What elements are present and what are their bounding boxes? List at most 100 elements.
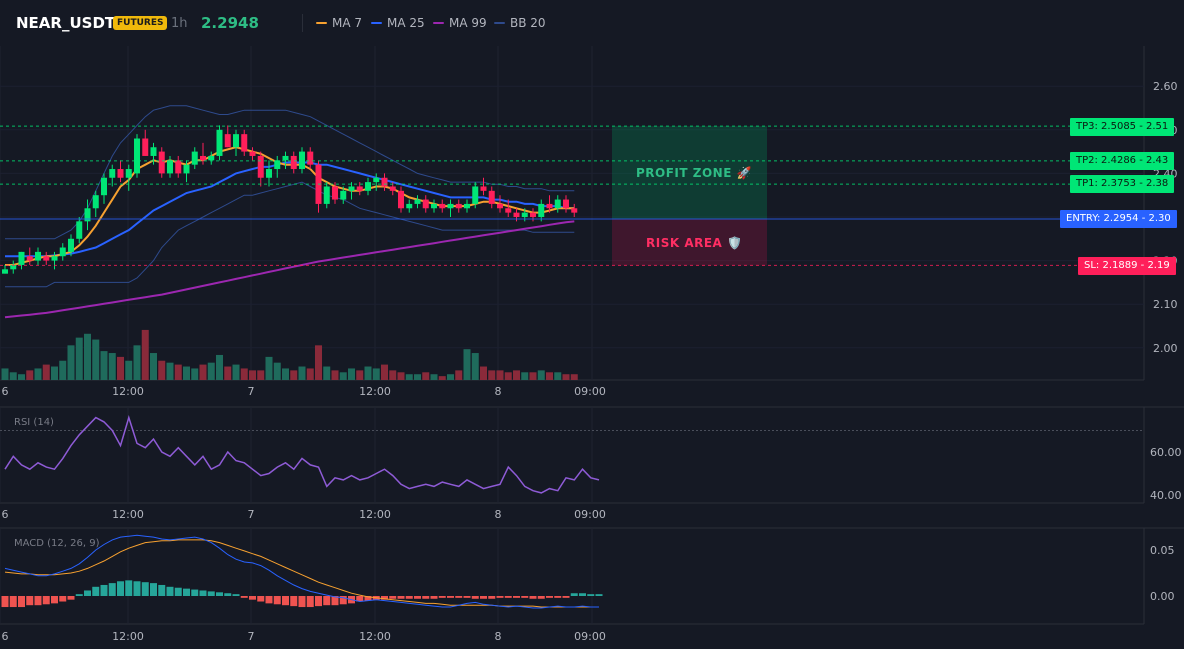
volume-bar-36: [298, 366, 306, 380]
sl-axis: 2.19: [1147, 260, 1170, 271]
rsi-axis-60: 60.00: [1150, 446, 1182, 459]
candle-body-36: [299, 151, 305, 170]
sl-tag[interactable]: SL: 2.1889 - 2.19: [1078, 257, 1176, 275]
candle-body-61: [505, 208, 512, 213]
macd-hist-bar-56: [463, 596, 471, 598]
volume-bar-31: [257, 370, 265, 380]
candle-body-10: [84, 208, 91, 222]
macd-hist-bar-51: [422, 596, 430, 599]
last-price: 2.2948: [201, 14, 259, 32]
tp1-tag[interactable]: TP1: 2.3753 - 2.38: [1070, 175, 1175, 193]
price-tick-5: 2.10: [1153, 298, 1178, 311]
volume-bar-9: [75, 337, 83, 380]
candle-body-17: [142, 138, 149, 156]
candle-body-65: [538, 203, 545, 217]
macd-hist-bar-50: [414, 596, 421, 599]
macd-hist-bar-40: [331, 596, 339, 606]
candle-body-59: [488, 190, 495, 204]
candle-body-18: [150, 147, 157, 156]
candle-body-41: [340, 190, 347, 200]
legend-bb20[interactable]: BB 20: [494, 16, 546, 30]
candle-body-20: [167, 160, 173, 174]
legend-ma25[interactable]: MA 25: [371, 16, 425, 30]
candle-body-46: [381, 177, 388, 187]
candle-body-11: [92, 195, 99, 209]
macd-hist-bar-9: [75, 594, 83, 596]
macd-hist-bar-13: [108, 583, 116, 596]
volume-bar-1: [9, 372, 17, 380]
candle-body-69: [571, 208, 578, 213]
volume-bar-8: [67, 345, 75, 380]
candle-body-37: [307, 151, 314, 165]
sl-text: SL: 2.1889: [1084, 260, 1138, 271]
macd-hist-bar-21: [174, 587, 182, 596]
macd-hist-bar-30: [249, 596, 256, 600]
tp1-text: TP1: 2.3753: [1076, 178, 1137, 189]
macd-hist-bar-70: [579, 593, 586, 596]
macd-hist-bar-1: [9, 596, 17, 608]
rsi-line: [4, 415, 600, 494]
volume-bar-67: [554, 372, 562, 380]
candle-body-21: [175, 160, 182, 174]
macd-hist-bar-35: [290, 596, 298, 607]
candle-body-5: [43, 256, 50, 261]
candle-body-13: [109, 169, 116, 178]
symbol-name[interactable]: NEAR_USDT: [16, 14, 116, 32]
entry-axis: 2.30: [1148, 213, 1171, 224]
candle-body-26: [216, 129, 223, 156]
candle-body-33: [274, 160, 281, 170]
candle-body-62: [513, 212, 520, 217]
macd-hist-bar-54: [447, 596, 454, 598]
rsi-panel: RSI (14) 60.00 40.00: [0, 415, 1182, 502]
macd-hist-bar-66: [546, 596, 553, 598]
volume-bar-16: [133, 345, 141, 380]
volume-bar-49: [405, 374, 413, 380]
volume-bar-22: [183, 366, 190, 380]
volume-bar-68: [562, 374, 570, 380]
time-tick-1-5: 09:00: [574, 508, 606, 521]
legend-ma99[interactable]: MA 99: [433, 16, 487, 30]
volume-bar-38: [315, 345, 322, 380]
candle-body-47: [389, 186, 396, 191]
candle-body-44: [365, 182, 371, 191]
candle-body-24: [200, 155, 206, 161]
volume-bar-55: [455, 370, 463, 380]
volume-bar-6: [51, 366, 58, 380]
candle-body-23: [191, 151, 198, 165]
legend-ma7[interactable]: MA 7: [316, 16, 362, 30]
time-tick-0-3: 12:00: [359, 385, 391, 398]
macd-hist-bar-65: [537, 596, 545, 599]
volume-bar-28: [232, 364, 240, 380]
macd-hist-bar-2: [18, 596, 25, 608]
candle-body-66: [546, 203, 553, 209]
futures-badge: FUTURES: [113, 16, 168, 30]
macd-axis-000: 0.00: [1150, 590, 1175, 603]
interval-selector[interactable]: 1h: [171, 16, 188, 31]
tp2-tag[interactable]: TP2: 2.4286 - 2.43: [1070, 152, 1175, 170]
candle-body-31: [257, 155, 264, 178]
macd-hist-bar-16: [133, 581, 141, 596]
volume-bar-34: [282, 368, 289, 380]
volume-bar-21: [174, 364, 182, 380]
macd-hist-bar-8: [67, 596, 75, 600]
price-tick-6: 2.00: [1153, 342, 1178, 355]
ma7-swatch: [316, 22, 327, 24]
macd-hist-bar-38: [315, 596, 322, 607]
volume-bar-5: [42, 364, 50, 380]
macd-hist-bar-43: [356, 596, 364, 602]
entry-tag[interactable]: ENTRY: 2.2954 - 2.30: [1060, 210, 1177, 228]
candle-body-30: [249, 151, 256, 156]
header-divider: [302, 14, 303, 32]
time-tick-2-4: 8: [495, 630, 502, 643]
legend-ma99-label: MA 99: [449, 16, 487, 30]
sl-sep: -: [1137, 260, 1148, 271]
volume-bar-65: [537, 370, 545, 380]
tp3-tag[interactable]: TP3: 2.5085 - 2.51: [1070, 118, 1175, 136]
macd-hist-bar-67: [554, 596, 562, 598]
volume-bar-27: [224, 366, 232, 380]
macd-line: [4, 534, 599, 609]
candle-body-40: [332, 186, 338, 200]
volume-bar-57: [471, 353, 479, 380]
candle-body-63: [521, 212, 528, 217]
